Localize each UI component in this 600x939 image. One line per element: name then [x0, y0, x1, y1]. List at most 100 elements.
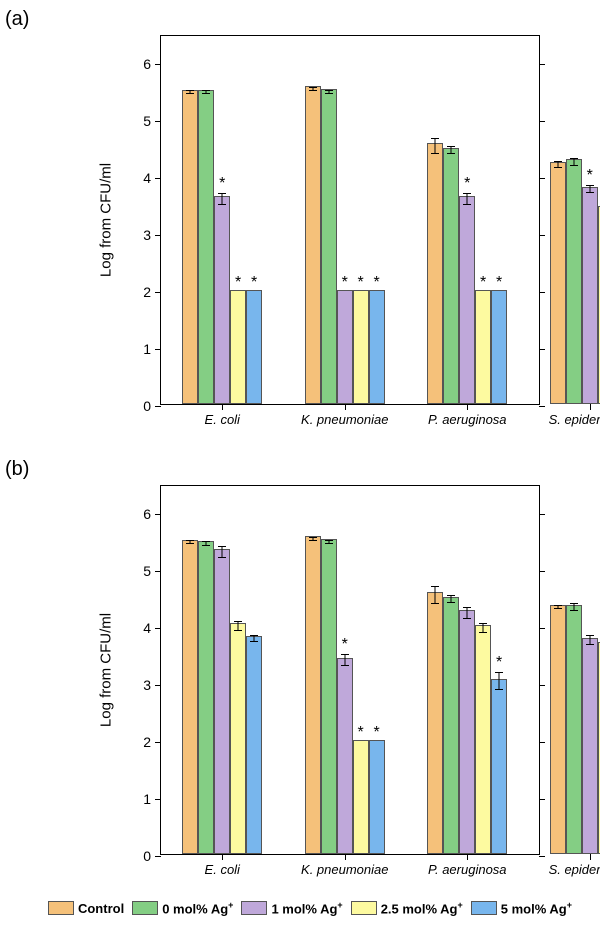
y-tick	[155, 406, 161, 407]
bar	[321, 89, 337, 404]
significance-star: *	[342, 274, 348, 292]
y-tick-right	[539, 799, 545, 800]
error-cap	[431, 586, 439, 587]
error-cap	[218, 557, 226, 558]
error-cap	[186, 90, 194, 91]
chart-a: 0123456Log from CFU/mlE. coli***K. pneum…	[160, 35, 540, 405]
error-cap	[570, 610, 578, 611]
bar	[246, 636, 262, 854]
error-bar	[589, 635, 590, 644]
panel-label-b: (b)	[5, 458, 29, 481]
error-cap	[463, 193, 471, 194]
error-cap	[554, 161, 562, 162]
x-tick	[467, 854, 468, 860]
legend-label: Control	[78, 901, 124, 916]
bar	[305, 536, 321, 854]
bar	[214, 196, 230, 404]
legend-label: 5 mol% Ag+	[501, 900, 572, 916]
error-cap	[431, 603, 439, 604]
significance-star: *	[496, 654, 502, 672]
error-bar	[222, 193, 223, 204]
legend-swatch	[132, 901, 158, 915]
error-cap	[447, 595, 455, 596]
legend-swatch	[471, 901, 497, 915]
bar	[491, 679, 507, 854]
y-axis-label: Log from CFU/ml	[98, 613, 115, 727]
error-bar	[573, 603, 574, 610]
significance-star: *	[235, 274, 241, 292]
error-cap	[341, 654, 349, 655]
y-tick-label: 1	[143, 791, 151, 807]
error-cap	[202, 90, 210, 91]
error-cap	[234, 630, 242, 631]
y-tick	[155, 571, 161, 572]
error-cap	[325, 543, 333, 544]
y-axis-label: Log from CFU/ml	[98, 163, 115, 277]
y-tick	[155, 292, 161, 293]
error-cap	[431, 138, 439, 139]
y-tick-right	[539, 64, 545, 65]
error-cap	[570, 165, 578, 166]
x-tick	[345, 854, 346, 860]
error-cap	[218, 193, 226, 194]
error-cap	[325, 540, 333, 541]
x-category-label: E. coli	[205, 412, 240, 427]
error-bar	[435, 138, 436, 153]
bar	[475, 625, 491, 854]
x-category-label: S. epidermidis	[549, 412, 600, 427]
y-tick-label: 0	[143, 398, 151, 414]
bar	[443, 597, 459, 854]
bar	[550, 605, 566, 854]
error-bar	[254, 635, 255, 642]
y-tick-right	[539, 742, 545, 743]
chart-b: 0123456Log from CFU/mlE. coliK. pneumoni…	[160, 485, 540, 855]
y-tick-label: 5	[143, 113, 151, 129]
bar	[198, 90, 214, 404]
x-tick	[467, 404, 468, 410]
x-category-label: P. aeruginosa	[428, 412, 507, 427]
error-cap	[341, 665, 349, 666]
y-tick	[155, 235, 161, 236]
error-cap	[447, 153, 455, 154]
error-cap	[586, 192, 594, 193]
x-tick	[590, 404, 591, 410]
figure: (a)0123456Log from CFU/mlE. coli***K. pn…	[0, 0, 600, 939]
bar	[475, 290, 491, 404]
y-tick	[155, 628, 161, 629]
error-bar	[467, 193, 468, 204]
error-cap	[186, 540, 194, 541]
bar	[353, 290, 369, 404]
legend-swatch	[241, 901, 267, 915]
x-category-label: K. pneumoniae	[301, 412, 388, 427]
error-cap	[495, 689, 503, 690]
y-tick-label: 5	[143, 563, 151, 579]
legend-item: 1 mol% Ag+	[241, 900, 342, 916]
bar	[491, 290, 507, 404]
error-cap	[202, 545, 210, 546]
y-tick-right	[539, 856, 545, 857]
error-cap	[447, 602, 455, 603]
bar	[566, 159, 582, 404]
significance-star: *	[496, 274, 502, 292]
x-category-label: E. coli	[205, 862, 240, 877]
y-tick-right	[539, 685, 545, 686]
error-cap	[309, 90, 317, 91]
bar	[443, 148, 459, 404]
significance-star: *	[219, 175, 225, 193]
bar	[337, 290, 353, 404]
y-tick-label: 2	[143, 734, 151, 750]
y-tick-label: 6	[143, 506, 151, 522]
error-cap	[586, 644, 594, 645]
y-tick-label: 3	[143, 677, 151, 693]
error-cap	[202, 93, 210, 94]
x-tick	[222, 404, 223, 410]
error-cap	[202, 541, 210, 542]
error-cap	[186, 93, 194, 94]
y-tick-label: 0	[143, 848, 151, 864]
bar	[566, 605, 582, 854]
error-bar	[222, 546, 223, 557]
error-cap	[309, 540, 317, 541]
y-tick-right	[539, 514, 545, 515]
error-bar	[557, 161, 558, 168]
y-tick-label: 1	[143, 341, 151, 357]
